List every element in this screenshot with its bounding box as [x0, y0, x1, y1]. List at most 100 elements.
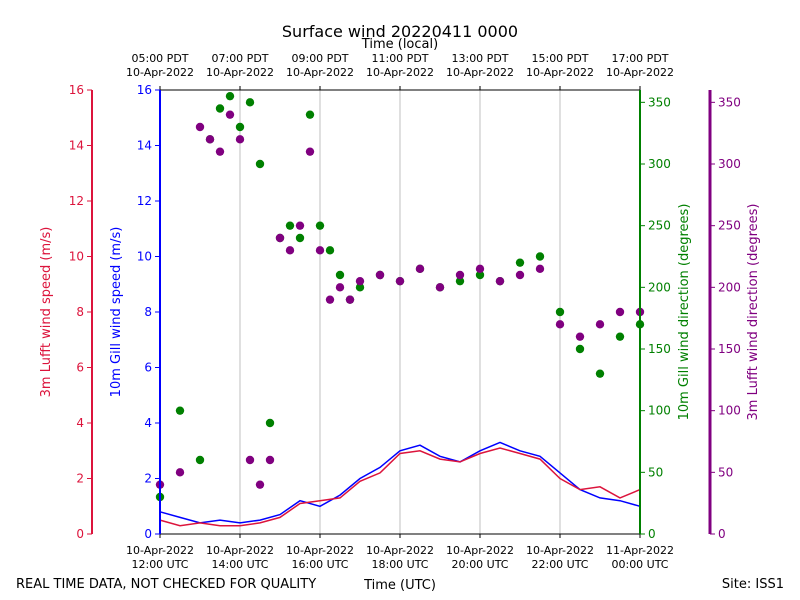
- gill-direction-point: [315, 221, 325, 230]
- top-tick-label-time: 11:00 PDT: [371, 52, 428, 65]
- x-tick-label-time: 22:00 UTC: [531, 558, 588, 571]
- lufft-direction-point: [415, 264, 425, 274]
- lufft-dir-tick-label: 0: [718, 527, 726, 541]
- gill-dir-axis-label: 10m Gill wind direction (degrees): [677, 204, 692, 421]
- gill-direction-point: [335, 270, 345, 280]
- lufft-direction-point: [205, 135, 215, 144]
- x-tick-label-date: 10-Apr-2022: [526, 544, 594, 557]
- lufft-dir-tick-label: 150: [718, 342, 741, 356]
- gill-direction-point: [325, 246, 335, 255]
- lufft-direction-point: [535, 264, 545, 274]
- lufft-speed-tick-label: 2: [76, 472, 84, 486]
- lufft-direction-point: [195, 122, 205, 132]
- gill-speed-axis-label: 10m Gill wind speed (m/s): [109, 227, 124, 398]
- top-tick-label-time: 09:00 PDT: [291, 52, 348, 65]
- gill-speed-tick-label: 12: [137, 194, 152, 208]
- top-tick-label-date: 10-Apr-2022: [446, 66, 514, 79]
- lufft-direction-point: [555, 320, 565, 329]
- lufft-direction-point: [285, 246, 295, 255]
- gill-dir-tick-label: 300: [648, 157, 671, 171]
- gill-direction-point: [475, 270, 485, 280]
- lufft-direction-point: [265, 455, 275, 465]
- lufft-speed-axis-label: 3m Lufft wind speed (m/s): [39, 227, 54, 398]
- gill-direction-point: [285, 221, 295, 230]
- lufft-direction-point: [315, 246, 325, 255]
- top-tick-label-date: 10-Apr-2022: [286, 66, 354, 79]
- top-tick-label-date: 10-Apr-2022: [206, 66, 274, 79]
- lufft-direction-point: [345, 295, 355, 304]
- lufft-speed-tick-label: 10: [69, 250, 84, 264]
- x-tick-label-time: 20:00 UTC: [451, 558, 508, 571]
- lufft-direction-point: [215, 147, 225, 156]
- top-tick-label-time: 15:00 PDT: [531, 52, 588, 65]
- lufft-dir-tick-label: 100: [718, 404, 741, 418]
- gill-direction-point: [255, 159, 265, 169]
- footer-site: Site: ISS1: [722, 577, 784, 592]
- lufft-direction-point: [355, 276, 365, 286]
- lufft-direction-point: [275, 233, 285, 243]
- gill-dir-tick-label: 50: [648, 465, 663, 479]
- lufft-direction-point: [615, 307, 625, 317]
- lufft-direction-point: [575, 332, 585, 341]
- top-tick-label-time: 07:00 PDT: [211, 52, 268, 65]
- lufft-speed-line: [159, 447, 641, 527]
- top-tick-label-date: 10-Apr-2022: [126, 66, 194, 79]
- lufft-direction-point: [495, 276, 505, 286]
- lufft-direction-point: [225, 110, 235, 119]
- lufft-direction-point: [435, 283, 445, 292]
- gill-direction-point: [535, 252, 545, 261]
- x-tick-label-date: 10-Apr-2022: [286, 544, 354, 557]
- x-tick-label-date: 10-Apr-2022: [366, 544, 434, 557]
- lufft-direction-point: [375, 270, 385, 280]
- gill-speed-tick-label: 6: [144, 361, 152, 375]
- lufft-direction-point: [305, 147, 315, 156]
- gill-direction-point: [175, 406, 185, 415]
- gill-direction-point: [245, 98, 255, 107]
- lufft-direction-point: [325, 295, 335, 304]
- gill-speed-tick-label: 14: [137, 139, 152, 153]
- x-tick-label-date: 10-Apr-2022: [126, 544, 194, 557]
- gill-speed-tick-label: 8: [144, 305, 152, 319]
- x-tick-label-date: 10-Apr-2022: [446, 544, 514, 557]
- top-tick-label-date: 10-Apr-2022: [606, 66, 674, 79]
- x-tick-label-date: 10-Apr-2022: [206, 544, 274, 557]
- lufft-direction-point: [475, 264, 485, 274]
- gill-direction-point: [225, 91, 235, 101]
- lufft-dir-tick-label: 350: [718, 95, 741, 109]
- lufft-direction-point: [175, 468, 185, 477]
- lufft-direction-point: [245, 455, 255, 465]
- x-tick-label-date: 11-Apr-2022: [606, 544, 674, 557]
- gill-dir-tick-label: 0: [648, 527, 656, 541]
- top-tick-label-date: 10-Apr-2022: [526, 66, 594, 79]
- gill-direction-point: [455, 276, 465, 286]
- footer-disclaimer: REAL TIME DATA, NOT CHECKED FOR QUALITY: [16, 577, 316, 592]
- gill-dir-tick-label: 200: [648, 280, 671, 294]
- lufft-dir-tick-label: 200: [718, 280, 741, 294]
- gill-direction-point: [595, 369, 605, 378]
- lufft-speed-tick-label: 6: [76, 361, 84, 375]
- lufft-direction-point: [595, 320, 605, 329]
- gill-speed-line: [159, 441, 641, 524]
- gill-dir-tick-label: 350: [648, 95, 671, 109]
- top-axis-label: Time (local): [361, 37, 438, 52]
- top-tick-label-time: 05:00 PDT: [131, 52, 188, 65]
- lufft-dir-tick-label: 50: [718, 465, 733, 479]
- x-tick-label-time: 12:00 UTC: [131, 558, 188, 571]
- top-tick-label-time: 17:00 PDT: [611, 52, 668, 65]
- x-tick-label-time: 16:00 UTC: [291, 558, 348, 571]
- lufft-dir-tick-label: 250: [718, 219, 741, 233]
- lufft-speed-tick-label: 14: [69, 139, 84, 153]
- gill-dir-tick-label: 100: [648, 404, 671, 418]
- x-tick-label-time: 00:00 UTC: [611, 558, 668, 571]
- gill-direction-point: [195, 455, 205, 465]
- chart-title: Surface wind 20220411 0000: [282, 22, 518, 41]
- gill-dir-tick-label: 150: [648, 342, 671, 356]
- gill-direction-point: [305, 110, 315, 119]
- gill-speed-tick-label: 0: [144, 527, 152, 541]
- gill-dir-tick-label: 250: [648, 219, 671, 233]
- x-axis-label: Time (UTC): [363, 578, 436, 593]
- lufft-dir-tick-label: 300: [718, 157, 741, 171]
- gill-direction-point: [355, 283, 365, 292]
